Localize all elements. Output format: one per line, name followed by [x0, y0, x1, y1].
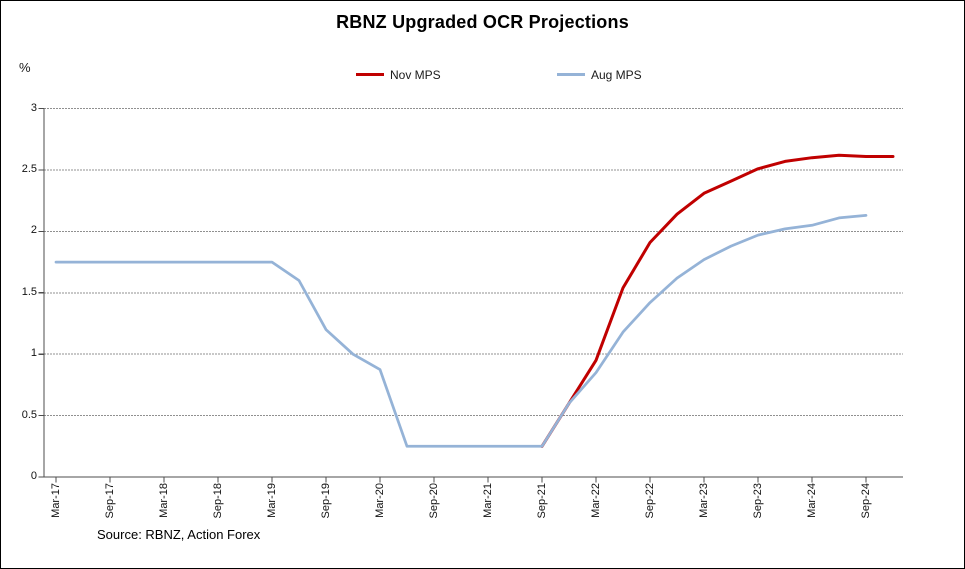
y-tick-label: 3	[30, 101, 37, 114]
source-note: Source: RBNZ, Action Forex	[97, 527, 261, 542]
legend-label-nov-mps: Nov MPS	[390, 67, 441, 82]
x-tick-label: Mar-22	[590, 483, 602, 518]
nov-mps-line-swatch-icon	[356, 73, 384, 76]
x-tick-label: Mar-24	[806, 483, 818, 518]
x-tick-label: Mar-20	[374, 483, 386, 518]
chart-title: RBNZ Upgraded OCR Projections	[336, 12, 629, 32]
x-tick-label: Mar-23	[698, 483, 710, 518]
legend-label-aug-mps: Aug MPS	[591, 67, 642, 82]
x-tick-label: Mar-21	[482, 483, 494, 518]
y-tick-label: 0	[30, 470, 37, 482]
y-tick-label: 2	[30, 224, 37, 237]
y-axis-unit-label: %	[19, 60, 31, 75]
y-tick-label: 0.5	[21, 408, 37, 421]
x-tick-label: Sep-20	[428, 483, 440, 519]
x-tick-label: Sep-22	[644, 483, 656, 519]
x-tick-label: Sep-21	[536, 483, 548, 519]
y-tick-label: 2.5	[21, 163, 37, 175]
x-tick-label: Sep-23	[752, 483, 764, 519]
x-tick-label: Sep-17	[104, 483, 116, 519]
legend-item-nov-mps: Nov MPS	[356, 67, 441, 82]
series-line-aug-mps	[54, 214, 868, 448]
aug-mps-line-swatch-icon	[557, 73, 585, 76]
x-tick-label: Sep-18	[212, 483, 224, 519]
x-tick-label: Mar-19	[266, 483, 278, 518]
series-line-nov-mps	[540, 153, 895, 448]
x-tick-label: Sep-24	[860, 483, 872, 519]
legend-item-aug-mps: Aug MPS	[557, 67, 642, 82]
x-tick-label: Mar-17	[50, 483, 62, 518]
y-tick-label: 1	[30, 347, 37, 360]
x-tick-label: Sep-19	[320, 483, 332, 519]
y-tick-label: 1.5	[21, 285, 37, 298]
x-tick-label: Mar-18	[158, 483, 170, 518]
